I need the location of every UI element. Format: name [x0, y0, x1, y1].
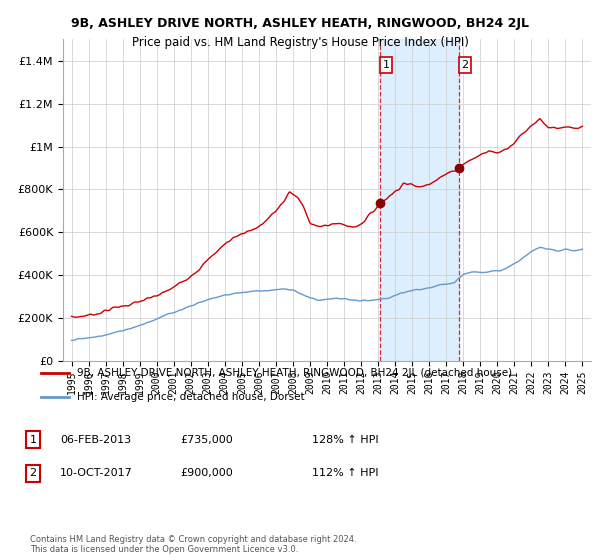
- Text: 128% ↑ HPI: 128% ↑ HPI: [312, 435, 379, 445]
- Text: 10-OCT-2017: 10-OCT-2017: [60, 468, 133, 478]
- Text: 2: 2: [461, 60, 469, 70]
- Text: Price paid vs. HM Land Registry's House Price Index (HPI): Price paid vs. HM Land Registry's House …: [131, 36, 469, 49]
- Text: Contains HM Land Registry data © Crown copyright and database right 2024.
This d: Contains HM Land Registry data © Crown c…: [30, 535, 356, 554]
- Text: 2: 2: [29, 468, 37, 478]
- Text: HPI: Average price, detached house, Dorset: HPI: Average price, detached house, Dors…: [77, 392, 305, 402]
- Text: £735,000: £735,000: [180, 435, 233, 445]
- Text: 1: 1: [29, 435, 37, 445]
- Text: 9B, ASHLEY DRIVE NORTH, ASHLEY HEATH, RINGWOOD, BH24 2JL (detached house): 9B, ASHLEY DRIVE NORTH, ASHLEY HEATH, RI…: [77, 368, 512, 378]
- Bar: [380, 39, 459, 361]
- Text: 9B, ASHLEY DRIVE NORTH, ASHLEY HEATH, RINGWOOD, BH24 2JL: 9B, ASHLEY DRIVE NORTH, ASHLEY HEATH, RI…: [71, 17, 529, 30]
- Text: £900,000: £900,000: [180, 468, 233, 478]
- Text: 1: 1: [382, 60, 389, 70]
- Text: 112% ↑ HPI: 112% ↑ HPI: [312, 468, 379, 478]
- Text: 06-FEB-2013: 06-FEB-2013: [60, 435, 131, 445]
